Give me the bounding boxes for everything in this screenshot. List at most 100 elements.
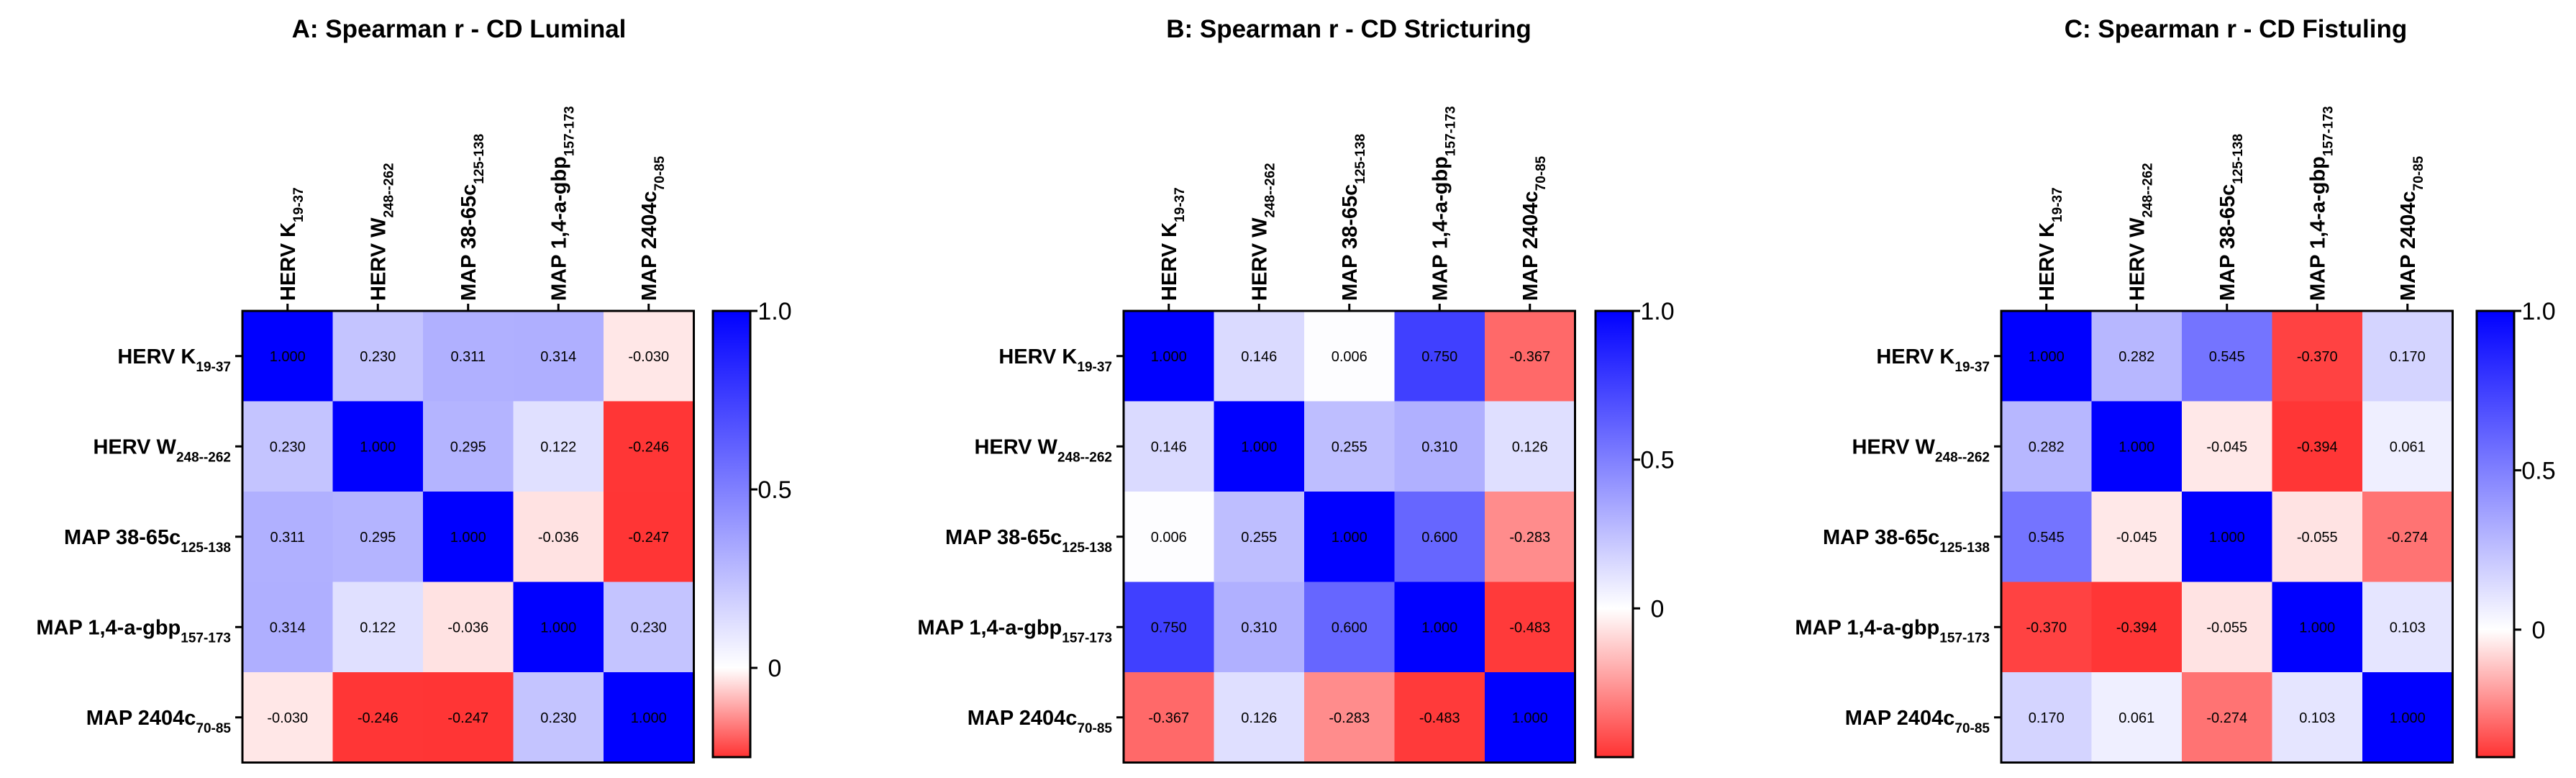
cell-value-label: 1.000 xyxy=(2118,439,2154,455)
cell-value-label: 0.545 xyxy=(2209,349,2245,365)
heatmap-cell xyxy=(1124,401,1215,492)
cell-value-label: 1.000 xyxy=(2209,530,2245,546)
cell-value-label: 0.126 xyxy=(1512,439,1548,455)
row-label: MAP 2404c70-85 xyxy=(86,707,232,736)
chart-title: B: Spearman r - CD Stricturing xyxy=(1166,15,1532,43)
cell-value-label: -0.045 xyxy=(2116,530,2157,546)
row-label: MAP 1,4-a-gbp157-173 xyxy=(1795,616,1990,646)
colorbar-tick-label: 1.0 xyxy=(1640,298,1674,325)
heatmap-cell xyxy=(242,401,334,492)
heatmap-cell xyxy=(1214,311,1305,402)
heatmap-cell xyxy=(1394,401,1485,492)
cell-value-label: 0.230 xyxy=(360,349,396,365)
column-label: MAP 1,4-a-gbp157-173 xyxy=(2306,106,2336,301)
heatmap-cell xyxy=(604,401,695,492)
column-label: HERV W248--262 xyxy=(2126,163,2155,301)
row-label: HERV K19-37 xyxy=(117,345,231,375)
heatmap-cell xyxy=(242,492,334,583)
heatmap-cell xyxy=(2272,672,2363,764)
heatmap-cell xyxy=(2272,401,2363,492)
heatmap-cell xyxy=(2272,582,2363,673)
heatmap-cell xyxy=(1124,582,1215,673)
heatmap-cell xyxy=(2001,401,2093,492)
cell-value-label: 0.255 xyxy=(1241,530,1277,546)
cell-value-label: 0.146 xyxy=(1241,349,1277,365)
column-label: MAP 38-65c125-138 xyxy=(2216,134,2246,301)
cell-value-label: 1.000 xyxy=(1332,530,1367,546)
heatmap-cell xyxy=(1304,582,1396,673)
heatmap-cell xyxy=(1485,401,1576,492)
heatmap-cell xyxy=(1124,672,1215,764)
cell-value-label: -0.045 xyxy=(2206,439,2247,455)
cell-value-label: 0.103 xyxy=(2390,620,2426,635)
cell-value-label: -0.394 xyxy=(2297,439,2338,455)
heatmap-cell xyxy=(2091,672,2183,764)
cell-value-label: 0.295 xyxy=(450,439,486,455)
chart-title: C: Spearman r - CD Fistuling xyxy=(2065,15,2407,43)
heatmap-cell xyxy=(2091,401,2183,492)
heatmap-cell xyxy=(513,311,604,402)
cell-value-label: 0.061 xyxy=(2118,710,2154,726)
cell-value-label: 0.311 xyxy=(270,530,305,546)
cell-value-label: -0.483 xyxy=(1419,710,1460,726)
heatmap-cell xyxy=(604,311,695,402)
heatmap-cell xyxy=(2362,492,2454,583)
cell-value-label: 0.750 xyxy=(1151,620,1187,635)
heatmap-cell xyxy=(242,311,334,402)
cell-value-label: 0.282 xyxy=(2118,349,2154,365)
row-label: MAP 2404c70-85 xyxy=(968,707,1113,736)
cell-value-label: 0.170 xyxy=(2390,349,2426,365)
colorbar-tick-label: 1.0 xyxy=(2521,298,2555,325)
cell-value-label: 0.006 xyxy=(1151,530,1187,546)
heatmap-cell xyxy=(332,672,424,764)
row-label: MAP 38-65c125-138 xyxy=(64,526,231,556)
heatmap-cell xyxy=(2001,672,2093,764)
cell-value-label: -0.274 xyxy=(2387,530,2428,546)
row-label: HERV K19-37 xyxy=(998,345,1112,375)
heatmap-cell xyxy=(1214,582,1305,673)
heatmap-cell xyxy=(1214,401,1305,492)
heatmap-cell xyxy=(423,582,514,673)
heatmap-cell xyxy=(1304,311,1396,402)
heatmap-cell xyxy=(332,401,424,492)
heatmap-cell xyxy=(2362,311,2454,402)
cell-value-label: -0.246 xyxy=(628,439,669,455)
cell-value-label: 0.310 xyxy=(1241,620,1277,635)
heatmap-cell xyxy=(332,311,424,402)
column-label: MAP 2404c70-85 xyxy=(638,155,668,301)
heatmap-cell xyxy=(513,401,604,492)
column-label: HERV K19-37 xyxy=(1158,187,1188,301)
heatmap-cell xyxy=(423,672,514,764)
heatmap-cell xyxy=(2001,311,2093,402)
cell-value-label: 0.230 xyxy=(631,620,667,635)
heatmap-cell xyxy=(1394,492,1485,583)
heatmap-cell xyxy=(2182,401,2273,492)
colorbar xyxy=(2475,309,2516,759)
heatmap-cell xyxy=(1124,311,1215,402)
heatmap-cell xyxy=(2182,492,2273,583)
row-label: HERV W248--262 xyxy=(974,435,1112,465)
cell-value-label: -0.030 xyxy=(628,349,669,365)
row-label: MAP 1,4-a-gbp157-173 xyxy=(36,616,231,646)
colorbar xyxy=(1594,309,1634,759)
cell-value-label: 1.000 xyxy=(360,439,396,455)
cell-value-label: 1.000 xyxy=(2390,710,2426,726)
heatmap-cell xyxy=(1485,311,1576,402)
heatmap-cell xyxy=(332,582,424,673)
row-label: MAP 38-65c125-138 xyxy=(945,526,1112,556)
cell-value-label: 1.000 xyxy=(2029,349,2065,365)
column-label: MAP 38-65c125-138 xyxy=(458,134,487,301)
heatmap-cell xyxy=(604,672,695,764)
colorbar xyxy=(711,309,752,759)
heatmap-cell xyxy=(2091,311,2183,402)
heatmap-cell xyxy=(604,492,695,583)
column-label: MAP 1,4-a-gbp157-173 xyxy=(547,106,577,301)
cell-value-label: -0.055 xyxy=(2206,620,2247,635)
heatmap-cell xyxy=(2001,492,2093,583)
cell-value-label: 1.000 xyxy=(2299,620,2335,635)
cell-value-label: 0.170 xyxy=(2029,710,2065,726)
cell-value-label: -0.394 xyxy=(2116,620,2157,635)
cell-value-label: -0.370 xyxy=(2026,620,2067,635)
cell-value-label: 0.545 xyxy=(2029,530,2065,546)
cell-value-label: 1.000 xyxy=(450,530,486,546)
